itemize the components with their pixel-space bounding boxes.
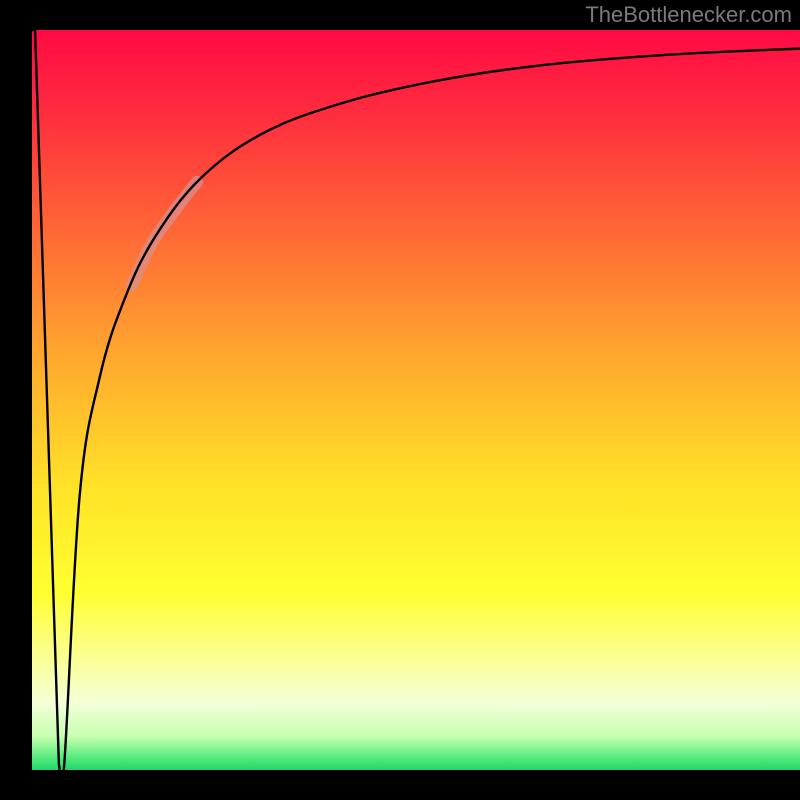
- chart-frame: TheBottlenecker.com: [0, 0, 800, 800]
- watermark-label: TheBottlenecker.com: [585, 2, 792, 28]
- plot-background: [32, 30, 800, 770]
- gradient-fill: [32, 30, 800, 770]
